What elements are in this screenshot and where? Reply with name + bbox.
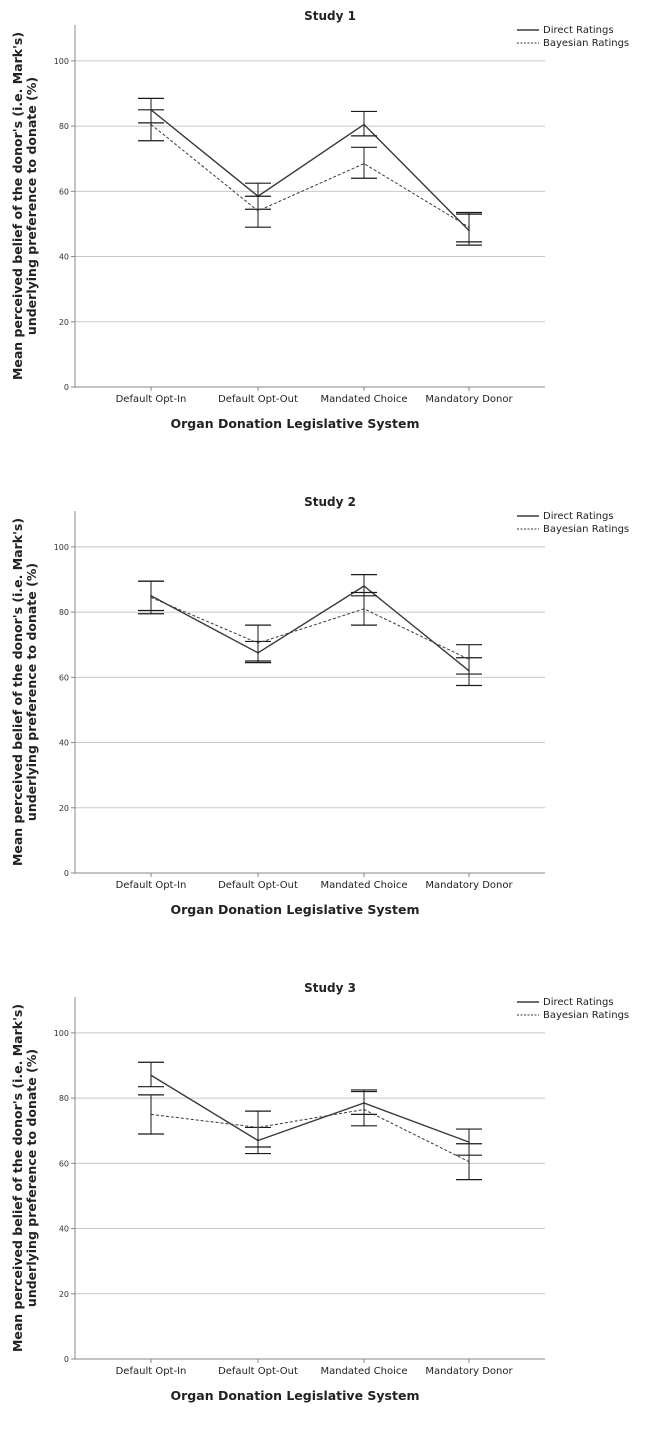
chart-title: Study 3 bbox=[304, 981, 356, 995]
x-tick-label: Default Opt-In bbox=[116, 394, 187, 405]
y-axis-title-line: underlying preference to donate (%) bbox=[24, 1049, 39, 1307]
x-tick-label: Mandated Choice bbox=[320, 880, 407, 891]
data-point bbox=[468, 1160, 470, 1163]
y-axis-title-line: Mean perceived belief of the donor's (i.… bbox=[10, 32, 25, 380]
x-tick-label: Mandatory Donor bbox=[425, 880, 513, 891]
y-tick-label: 60 bbox=[59, 187, 69, 196]
legend-label: Bayesian Ratings bbox=[543, 1010, 629, 1021]
y-axis-title-line: Mean perceived belief of the donor's (i.… bbox=[10, 518, 25, 866]
series-line-bayesian bbox=[150, 596, 470, 660]
y-tick-label: 0 bbox=[64, 383, 69, 392]
y-tick-label: 100 bbox=[54, 1029, 69, 1038]
y-tick-label: 60 bbox=[59, 1159, 69, 1168]
x-tick-label: Mandatory Donor bbox=[425, 394, 513, 405]
data-point bbox=[363, 123, 365, 126]
y-tick-label: 100 bbox=[54, 543, 69, 552]
x-tick-label: Mandatory Donor bbox=[425, 1366, 513, 1377]
x-tick-label: Default Opt-Out bbox=[218, 1366, 298, 1377]
chart-study-1: 0 20 40 60 80 100 Default Opt-In Default Opt-Ou… bbox=[10, 9, 629, 431]
data-point bbox=[468, 658, 470, 661]
chart-title: Study 2 bbox=[304, 495, 356, 509]
series-line-direct bbox=[150, 109, 470, 231]
error-bar bbox=[138, 109, 164, 142]
y-tick-label: 40 bbox=[59, 1225, 69, 1234]
y-tick-label: 40 bbox=[59, 253, 69, 262]
data-point bbox=[468, 226, 470, 228]
x-tick-label: Default Opt-In bbox=[116, 1366, 187, 1377]
series-line-direct bbox=[150, 1074, 470, 1143]
error-bar bbox=[245, 195, 271, 228]
data-point bbox=[150, 1074, 152, 1077]
data-point bbox=[468, 1141, 470, 1143]
data-point bbox=[257, 1126, 259, 1129]
legend-label: Direct Ratings bbox=[543, 25, 614, 36]
data-point bbox=[363, 608, 365, 610]
data-point bbox=[257, 642, 259, 644]
x-axis-title: Organ Donation Legislative System bbox=[171, 1388, 420, 1403]
y-tick-label: 100 bbox=[54, 57, 69, 66]
error-bar bbox=[456, 213, 482, 243]
x-tick-label: Default Opt-Out bbox=[218, 880, 298, 891]
error-bar bbox=[245, 1110, 271, 1148]
x-tick-label: Default Opt-In bbox=[116, 880, 187, 891]
x-axis-title: Organ Donation Legislative System bbox=[171, 902, 420, 917]
chart-panel-study-2: 0 20 40 60 80 100 Default Opt-In Default Opt-Ou… bbox=[0, 486, 661, 958]
data-point bbox=[150, 596, 152, 599]
y-tick-label: 40 bbox=[59, 739, 69, 748]
error-bar bbox=[351, 1090, 377, 1127]
error-bar bbox=[351, 146, 377, 179]
y-tick-label: 20 bbox=[59, 1290, 69, 1299]
y-tick-label: 80 bbox=[59, 608, 69, 617]
y-axis-title-line: underlying preference to donate (%) bbox=[24, 563, 39, 821]
data-point bbox=[363, 585, 365, 587]
x-tick-label: Mandated Choice bbox=[320, 1366, 407, 1377]
legend-label: Bayesian Ratings bbox=[543, 38, 629, 49]
chart-study-2: 0 20 40 60 80 100 Default Opt-In Default Opt-Ou… bbox=[10, 495, 629, 917]
y-tick-label: 20 bbox=[59, 318, 69, 327]
legend-label: Bayesian Ratings bbox=[543, 524, 629, 535]
series-line-bayesian bbox=[150, 124, 470, 228]
y-tick-label: 80 bbox=[59, 1094, 69, 1103]
error-bar bbox=[351, 110, 377, 137]
series-line-direct bbox=[150, 585, 470, 672]
x-axis-title: Organ Donation Legislative System bbox=[171, 416, 420, 431]
y-tick-label: 20 bbox=[59, 804, 69, 813]
legend-label: Direct Ratings bbox=[543, 997, 614, 1008]
series-line-bayesian bbox=[150, 1108, 470, 1163]
y-tick-label: 80 bbox=[59, 122, 69, 131]
data-point bbox=[363, 162, 365, 165]
y-axis-title-line: underlying preference to donate (%) bbox=[24, 77, 39, 335]
chart-panel-study-1: 0 20 40 60 80 100 Default Opt-In Default Opt-Ou… bbox=[0, 0, 661, 472]
data-point bbox=[257, 210, 259, 212]
data-point bbox=[150, 1113, 152, 1116]
y-tick-label: 0 bbox=[64, 1355, 69, 1364]
chart-title: Study 1 bbox=[304, 9, 356, 23]
legend-label: Direct Ratings bbox=[543, 511, 614, 522]
chart-panel-study-3: 0 20 40 60 80 100 Default Opt-In Default Opt-Ou… bbox=[0, 972, 661, 1444]
error-bar bbox=[138, 1061, 164, 1088]
x-tick-label: Default Opt-Out bbox=[218, 394, 298, 405]
y-tick-label: 0 bbox=[64, 869, 69, 878]
data-point bbox=[150, 123, 152, 126]
y-axis-title-line: Mean perceived belief of the donor's (i.… bbox=[10, 1004, 25, 1352]
chart-study-3: 0 20 40 60 80 100 Default Opt-In Default Opt-Ou… bbox=[10, 981, 629, 1403]
data-point bbox=[363, 1108, 365, 1111]
y-tick-label: 60 bbox=[59, 673, 69, 682]
x-tick-label: Mandated Choice bbox=[320, 394, 407, 405]
